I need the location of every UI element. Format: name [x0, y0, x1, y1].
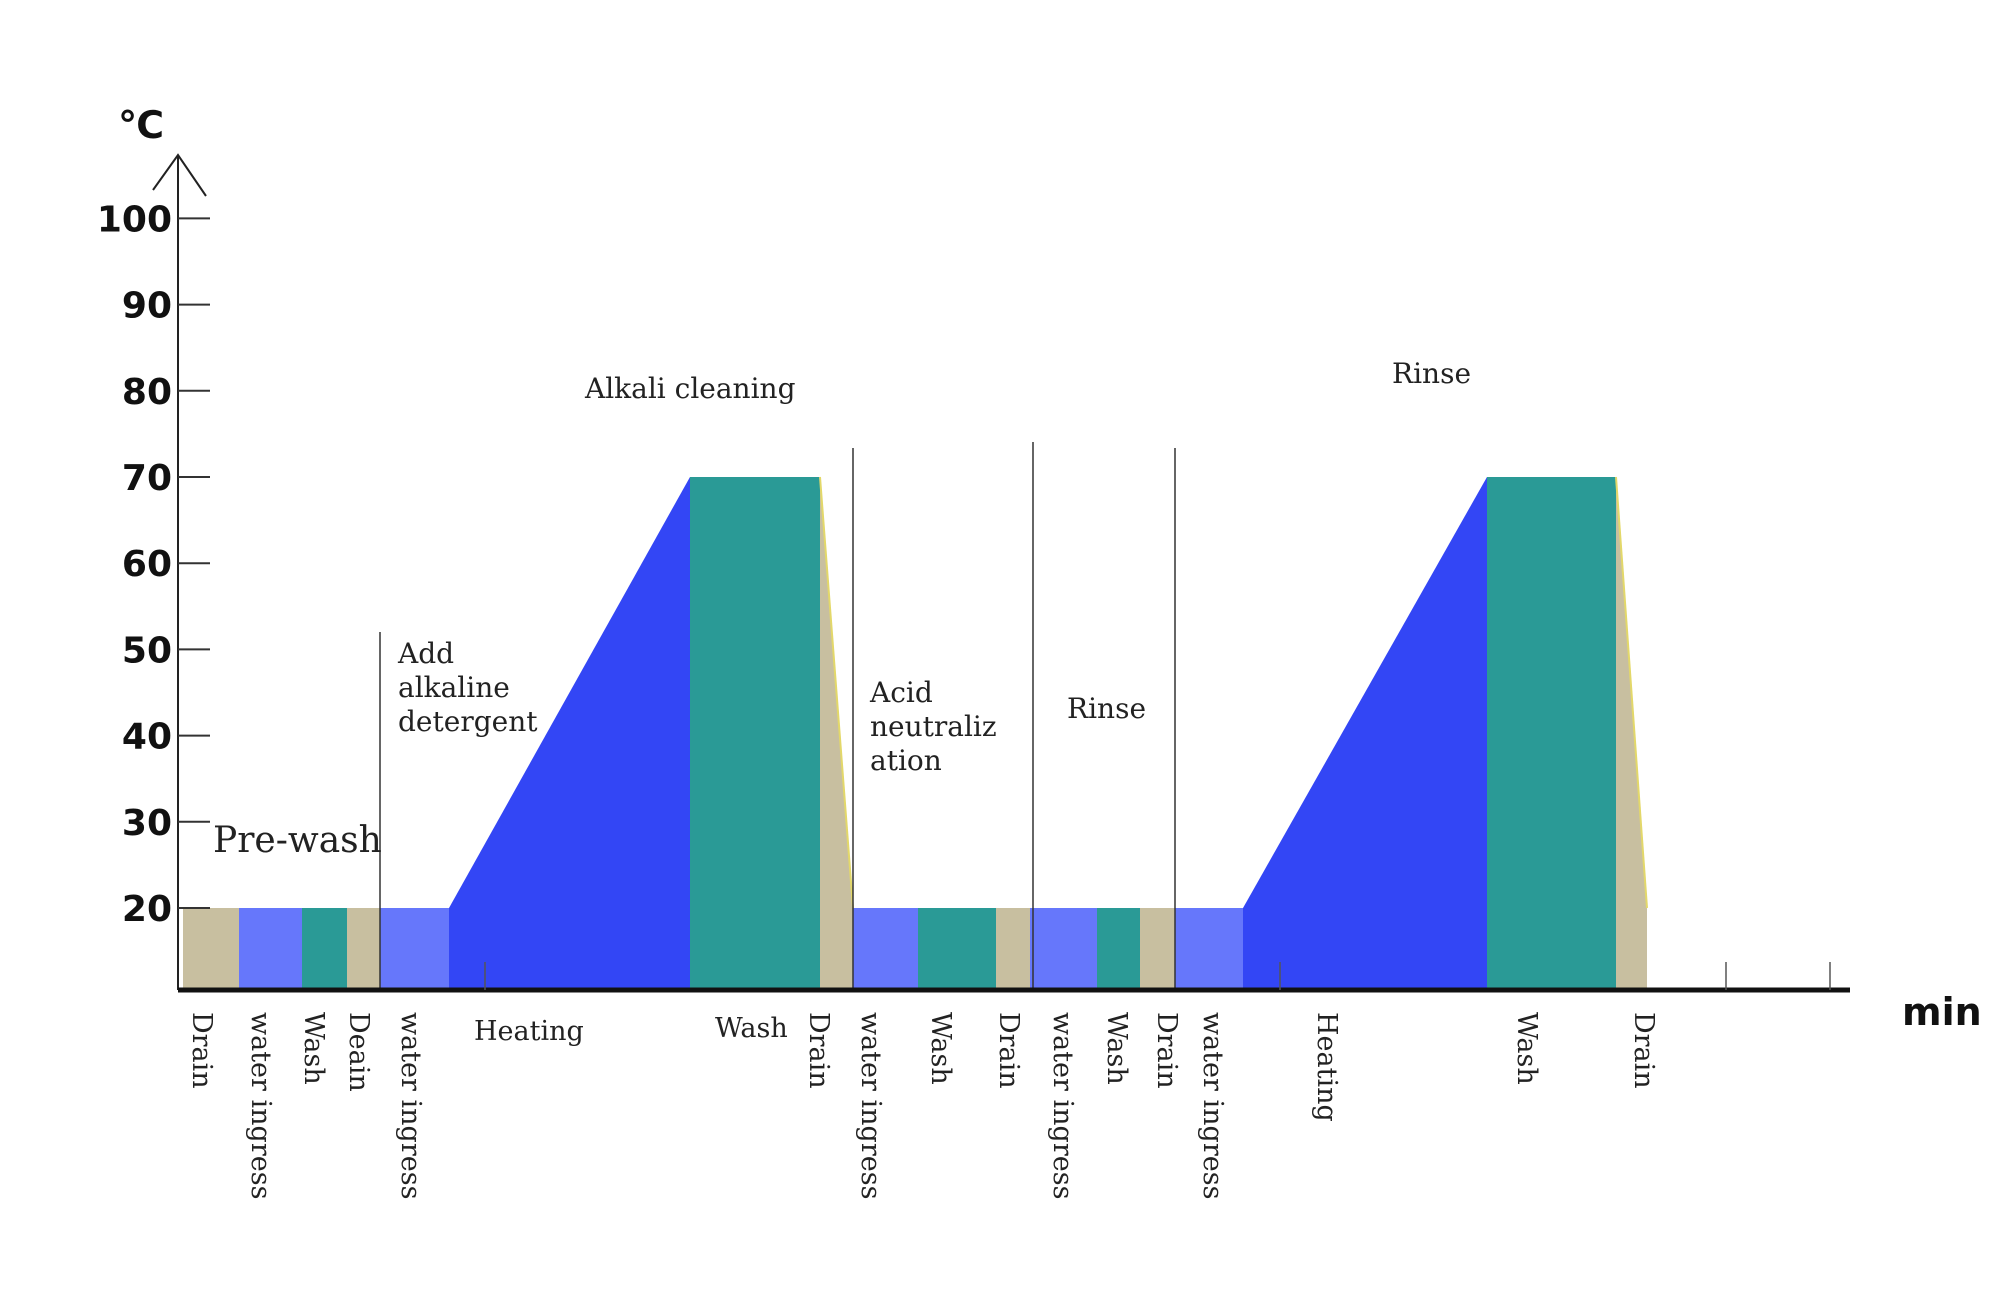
phase-label-line: Acid: [869, 676, 933, 709]
step-label: Drain: [1151, 1012, 1182, 1089]
step-area-15-water: [1175, 908, 1243, 990]
y-axis-arrow: [152, 153, 207, 197]
step-label: water ingress: [395, 1012, 426, 1199]
step-label: Deain: [343, 1012, 374, 1092]
phase-label-line: ation: [870, 744, 942, 777]
y-tick-label: 40: [122, 717, 172, 758]
step-area-6-heating: [449, 477, 690, 990]
y-tick-label: 60: [122, 544, 172, 585]
step-area-1-drain: [183, 908, 239, 990]
phase-label: Rinse: [1392, 357, 1471, 390]
phase-label: Pre-wash: [213, 820, 382, 861]
phase-label-line: Rinse: [1067, 692, 1146, 725]
step-label: Wash: [1101, 1012, 1132, 1085]
y-tick-label: 50: [122, 630, 172, 671]
drain-slope-edge: [819, 476, 854, 909]
step-label: water ingress: [1197, 1012, 1228, 1199]
phase-dividers: [379, 442, 1176, 990]
step-area-14-drain: [1140, 908, 1175, 990]
x-axis-minor-ticks: [484, 962, 1831, 990]
phase-label-line: Rinse: [1392, 357, 1471, 390]
step-label: water ingress: [855, 1012, 886, 1199]
phase-label-line: Add: [397, 637, 454, 670]
step-label: water ingress: [245, 1012, 276, 1199]
x-axis-unit-label: min: [1902, 990, 1982, 1034]
step-label: Wash: [925, 1012, 956, 1085]
step-area-3-wash: [302, 908, 347, 990]
y-tick-label: 30: [122, 803, 172, 844]
phase-label: Acid neutraliz ation: [869, 676, 997, 777]
phase-label: Rinse: [1067, 692, 1146, 725]
y-axis-unit-label: ℃: [118, 103, 164, 147]
y-tick-label: 80: [122, 372, 172, 413]
step-area-18-drain: [1616, 477, 1647, 990]
step-area-16-heating: [1243, 477, 1487, 990]
phase-label: Add alkaline detergent: [397, 637, 538, 738]
step-label: Drain: [186, 1012, 217, 1089]
y-tick-label: 100: [97, 199, 172, 240]
step-area-11-drain: [996, 908, 1030, 990]
step-area-8-drain: [820, 477, 853, 990]
step-label: water ingress: [1047, 1012, 1078, 1199]
phase-label-line: neutraliz: [870, 710, 997, 743]
step-area-5-water: [380, 908, 449, 990]
step-label: Drain: [803, 1012, 834, 1089]
step-area-12-water: [1030, 908, 1097, 990]
phase-labels: Pre-wash Add alkaline detergent Alkali clean…: [213, 357, 1471, 861]
y-tick-label: 90: [122, 286, 172, 327]
axes: [152, 153, 1850, 993]
y-axis-ticks: 100 90 80 70 60 50 40 30 20: [97, 199, 210, 930]
step-area-9-water: [853, 908, 918, 990]
phase-label: Alkali cleaning: [584, 372, 796, 405]
step-area-4-drain: [347, 908, 380, 990]
step-area-10-wash: [918, 908, 996, 990]
step-label: Wash: [298, 1012, 329, 1085]
phase-label-line: alkaline: [398, 671, 510, 704]
phase-label-line: detergent: [398, 705, 538, 738]
step-area-17-wash: [1487, 477, 1616, 990]
step-label: Wash: [1511, 1012, 1542, 1085]
drain-slope-edge: [1615, 476, 1648, 909]
step-label: Heating: [1311, 1012, 1342, 1122]
step-area-7-wash: [690, 477, 820, 990]
step-label: Heating: [474, 1016, 584, 1047]
y-tick-label: 20: [122, 889, 172, 930]
step-area-2-water: [239, 908, 302, 990]
step-label: Drain: [1628, 1012, 1659, 1089]
step-labels: Drain water ingress Wash Deain water ingress…: [186, 1012, 1659, 1199]
y-tick-label: 70: [122, 458, 172, 499]
step-label: Wash: [715, 1013, 788, 1044]
step-label: Drain: [993, 1012, 1024, 1089]
phase-label-line: Alkali cleaning: [584, 372, 796, 405]
phase-label-line: Pre-wash: [213, 820, 382, 861]
process-areas: [183, 476, 1648, 990]
step-area-13-wash: [1097, 908, 1140, 990]
